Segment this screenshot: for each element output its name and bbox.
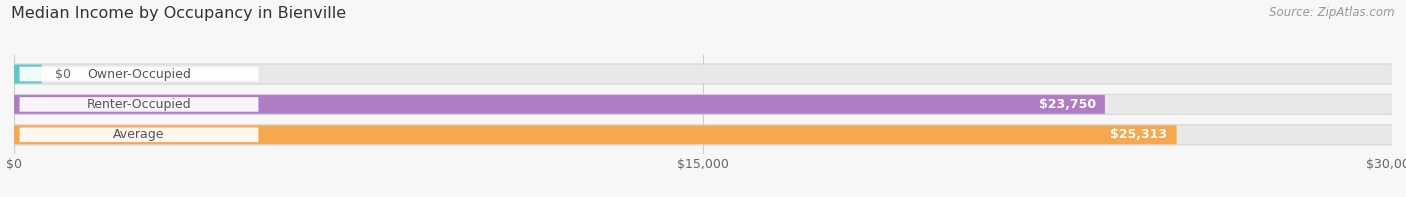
Text: $25,313: $25,313 [1111, 128, 1167, 141]
FancyBboxPatch shape [14, 95, 1392, 114]
FancyBboxPatch shape [14, 125, 1392, 144]
Text: Owner-Occupied: Owner-Occupied [87, 68, 191, 81]
Text: $23,750: $23,750 [1039, 98, 1095, 111]
FancyBboxPatch shape [14, 65, 42, 84]
Text: Renter-Occupied: Renter-Occupied [87, 98, 191, 111]
FancyBboxPatch shape [20, 127, 259, 142]
FancyBboxPatch shape [14, 94, 1392, 115]
FancyBboxPatch shape [14, 95, 1105, 114]
Text: Source: ZipAtlas.com: Source: ZipAtlas.com [1270, 6, 1395, 19]
FancyBboxPatch shape [20, 97, 259, 112]
FancyBboxPatch shape [20, 67, 259, 81]
FancyBboxPatch shape [14, 125, 1177, 144]
FancyBboxPatch shape [14, 124, 1392, 145]
Text: Median Income by Occupancy in Bienville: Median Income by Occupancy in Bienville [11, 6, 346, 21]
Text: $0: $0 [55, 68, 72, 81]
Text: Average: Average [114, 128, 165, 141]
FancyBboxPatch shape [14, 65, 1392, 84]
FancyBboxPatch shape [14, 63, 1392, 85]
